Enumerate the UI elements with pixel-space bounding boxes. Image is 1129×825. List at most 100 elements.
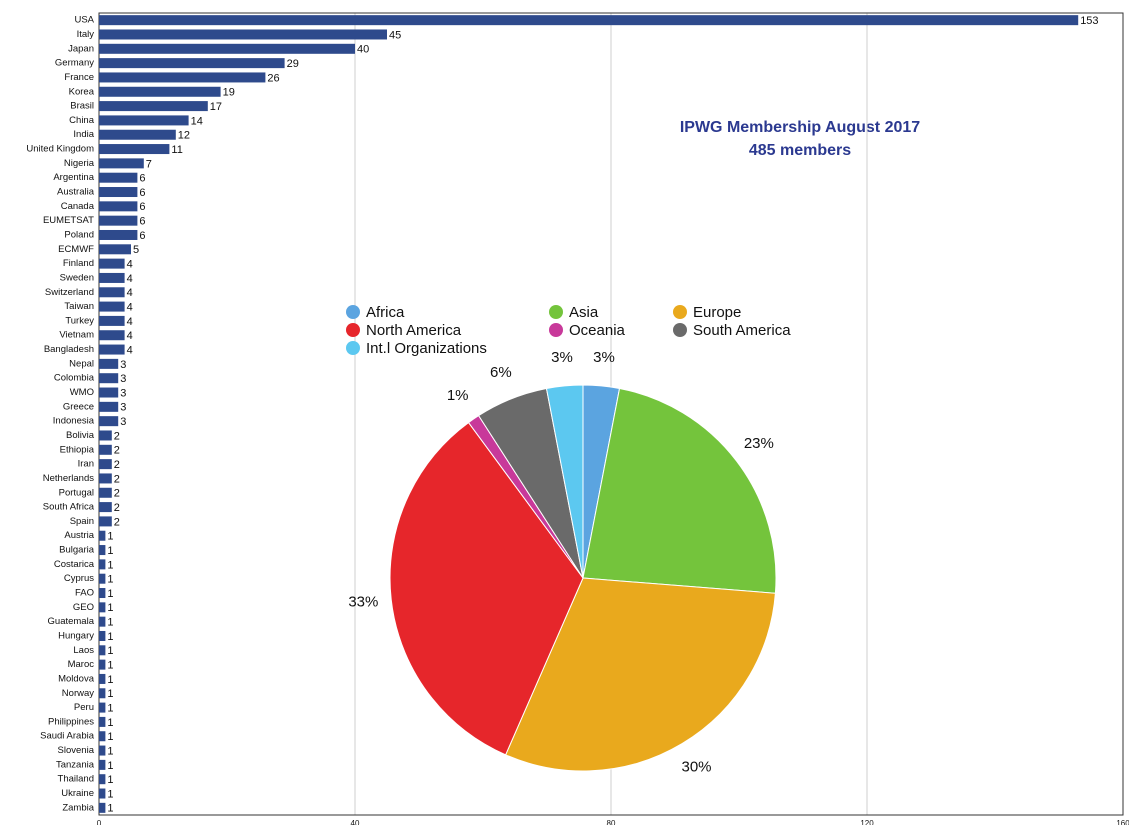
y-tick-label: Philippines [48,716,94,727]
value-label: 1 [107,674,113,686]
value-label: 4 [127,259,133,271]
value-label: 6 [139,216,145,228]
y-tick-label: GEO [73,602,94,613]
value-label: 1 [107,631,113,643]
legend-swatch [549,323,563,337]
y-tick-label: Cyprus [64,573,94,584]
value-label: 153 [1080,15,1098,27]
y-tick-label: EUMETSAT [43,215,94,226]
value-label: 1 [107,803,113,815]
bar [99,272,125,283]
value-label: 1 [107,760,113,772]
bar [99,516,112,527]
slice-label: 33% [348,593,378,610]
y-tick-label: Korea [69,86,95,97]
legend-swatch [549,305,563,319]
value-label: 6 [139,230,145,242]
slice-label: 3% [551,349,573,366]
bar [99,659,106,670]
value-label: 3 [120,387,126,399]
bar [99,688,106,699]
y-tick-label: Norway [62,688,94,699]
value-label: 4 [127,330,133,342]
y-tick-label: Bulgaria [59,545,95,556]
bar [99,29,387,40]
value-label: 4 [127,273,133,285]
value-label: 3 [120,402,126,414]
bar [99,344,125,355]
value-label: 1 [107,702,113,714]
value-label: 26 [267,72,279,84]
bar [99,416,119,427]
value-label: 3 [120,373,126,385]
legend-swatch [673,323,687,337]
y-tick-label: Zambia [62,802,94,813]
y-tick-label: Iran [78,459,94,470]
value-label: 7 [146,158,152,170]
slice-label: 3% [593,349,615,366]
legend-label: Asia [569,304,599,321]
value-label: 1 [107,545,113,557]
value-label: 2 [114,459,120,471]
y-tick-label: FAO [75,588,94,599]
y-tick-label: Guatemala [48,616,95,627]
y-tick-label: Spain [70,516,94,527]
legend-swatch [673,305,687,319]
bar [99,315,125,326]
x-tick-label: 160 [1116,819,1129,825]
bar [99,15,1079,26]
bar [99,201,138,212]
y-tick-label: Sweden [60,272,94,283]
y-tick-label: ECMWF [58,244,94,255]
bar [99,172,138,183]
pie-slice [504,577,776,772]
y-tick-label: Finland [63,258,94,269]
value-label: 6 [139,173,145,185]
value-label: 1 [107,788,113,800]
value-label: 1 [107,574,113,586]
value-label: 2 [114,445,120,457]
y-tick-label: Australia [57,187,95,198]
bar [99,716,106,727]
x-tick-label: 0 [97,819,102,825]
slice-label: 6% [490,364,512,381]
y-tick-label: South Africa [43,502,95,513]
y-tick-label: Brasil [70,101,94,112]
value-label: 1 [107,688,113,700]
y-tick-label: Indonesia [53,416,95,427]
bar [99,774,106,785]
y-tick-label: Taiwan [64,301,94,312]
bar [99,745,106,756]
bar [99,530,106,541]
y-tick-label: Nigeria [64,158,95,169]
bar [99,459,112,470]
legend-label: Int.l Organizations [366,340,487,357]
value-label: 4 [127,316,133,328]
y-tick-label: Ethiopia [60,444,95,455]
bar [99,58,285,69]
bar [99,559,106,570]
value-label: 1 [107,531,113,543]
pie-slice [389,421,584,756]
bar [99,645,106,656]
x-tick-label: 80 [607,819,616,825]
value-label: 1 [107,717,113,729]
slice-label: 30% [682,759,712,776]
y-tick-label: Turkey [65,315,94,326]
bar [99,43,355,54]
bar [99,788,106,799]
bar [99,373,119,384]
value-label: 17 [210,101,222,113]
value-label: 4 [127,344,133,356]
bar [99,229,138,240]
pie-subtitle: 485 members [749,142,851,159]
y-tick-label: Canada [61,201,95,212]
value-label: 45 [389,29,401,41]
value-label: 1 [107,645,113,657]
x-tick-label: 40 [351,819,360,825]
y-tick-label: Nepal [69,358,94,369]
bar [99,358,119,369]
pie-slice [545,384,584,579]
bar [99,129,176,140]
